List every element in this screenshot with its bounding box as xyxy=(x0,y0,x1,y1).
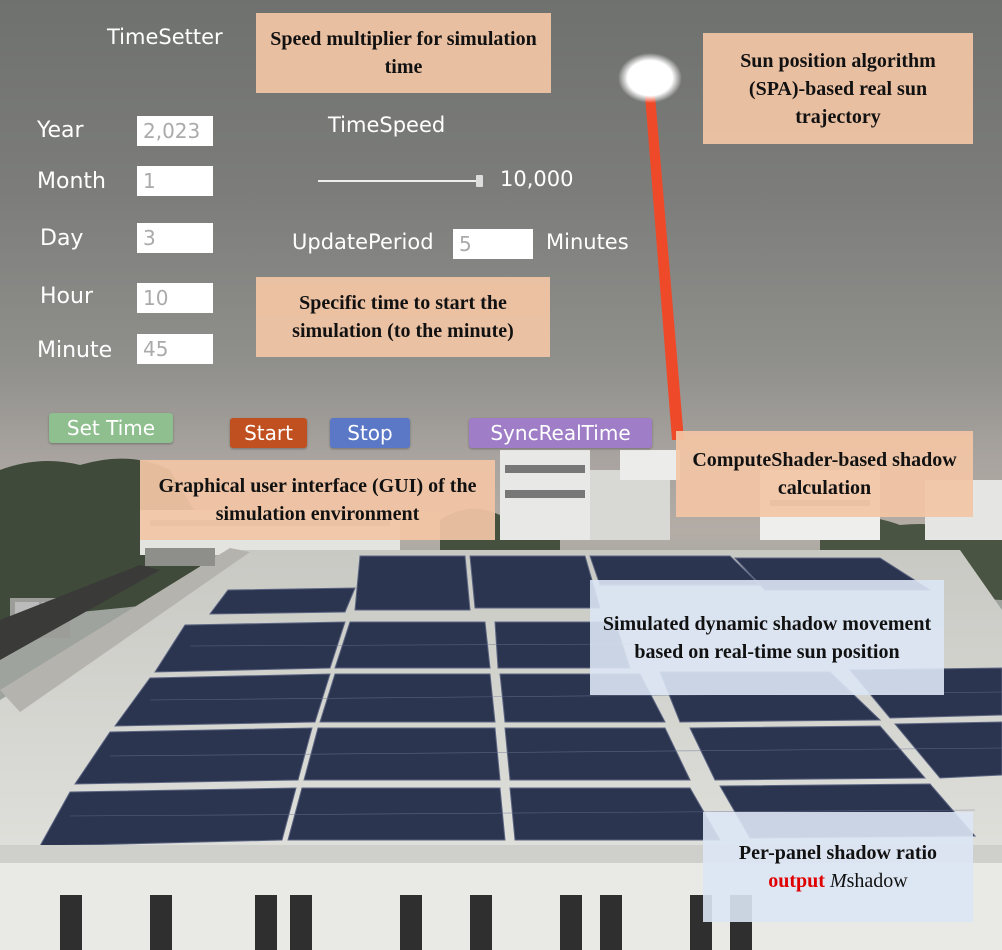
output-word: output xyxy=(768,870,825,892)
annotation-gui: Graphical user interface (GUI) of the si… xyxy=(140,460,495,540)
day-input[interactable] xyxy=(137,223,213,253)
annotation-speed: Speed multiplier for simulation time xyxy=(256,13,551,93)
update-period-unit: Minutes xyxy=(546,230,629,254)
annotation-output: Per-panel shadow ratio output Mshadow xyxy=(703,812,973,922)
output-subscript: shadow xyxy=(846,870,908,892)
month-label: Month xyxy=(37,169,106,194)
start-button[interactable]: Start xyxy=(230,418,307,448)
month-input[interactable] xyxy=(137,166,213,196)
annotation-shadow-movement: Simulated dynamic shadow movement based … xyxy=(590,580,944,695)
output-symbol: M xyxy=(829,870,847,892)
hour-label: Hour xyxy=(40,284,93,309)
day-label: Day xyxy=(40,226,84,251)
annotation-compute-shader: ComputeShader-based shadow calculation xyxy=(676,431,973,517)
sun-ray xyxy=(645,95,684,440)
annotation-start-time: Specific time to start the simulation (t… xyxy=(256,277,550,357)
year-label: Year xyxy=(37,118,84,143)
sync-real-time-button[interactable]: SyncRealTime xyxy=(469,418,652,448)
time-speed-value: 10,000 xyxy=(500,167,574,191)
annotation-sun: Sun position algorithm (SPA)-based real … xyxy=(703,33,973,144)
hour-input[interactable] xyxy=(137,283,213,313)
minute-input[interactable] xyxy=(137,334,213,364)
year-input[interactable] xyxy=(137,116,213,146)
minute-label: Minute xyxy=(37,338,113,363)
update-period-label: UpdatePeriod xyxy=(292,230,434,254)
set-time-button[interactable]: Set Time xyxy=(49,413,173,443)
gui-title: TimeSetter xyxy=(107,25,223,49)
annotation-output-line2: output Mshadow xyxy=(768,867,907,895)
time-speed-slider-handle[interactable] xyxy=(476,175,483,187)
time-speed-slider[interactable] xyxy=(318,180,478,182)
update-period-input[interactable] xyxy=(453,229,533,259)
time-speed-label: TimeSpeed xyxy=(328,113,446,137)
sun-icon xyxy=(618,53,682,103)
annotation-output-line1: Per-panel shadow ratio xyxy=(738,842,938,864)
stop-button[interactable]: Stop xyxy=(330,418,410,448)
